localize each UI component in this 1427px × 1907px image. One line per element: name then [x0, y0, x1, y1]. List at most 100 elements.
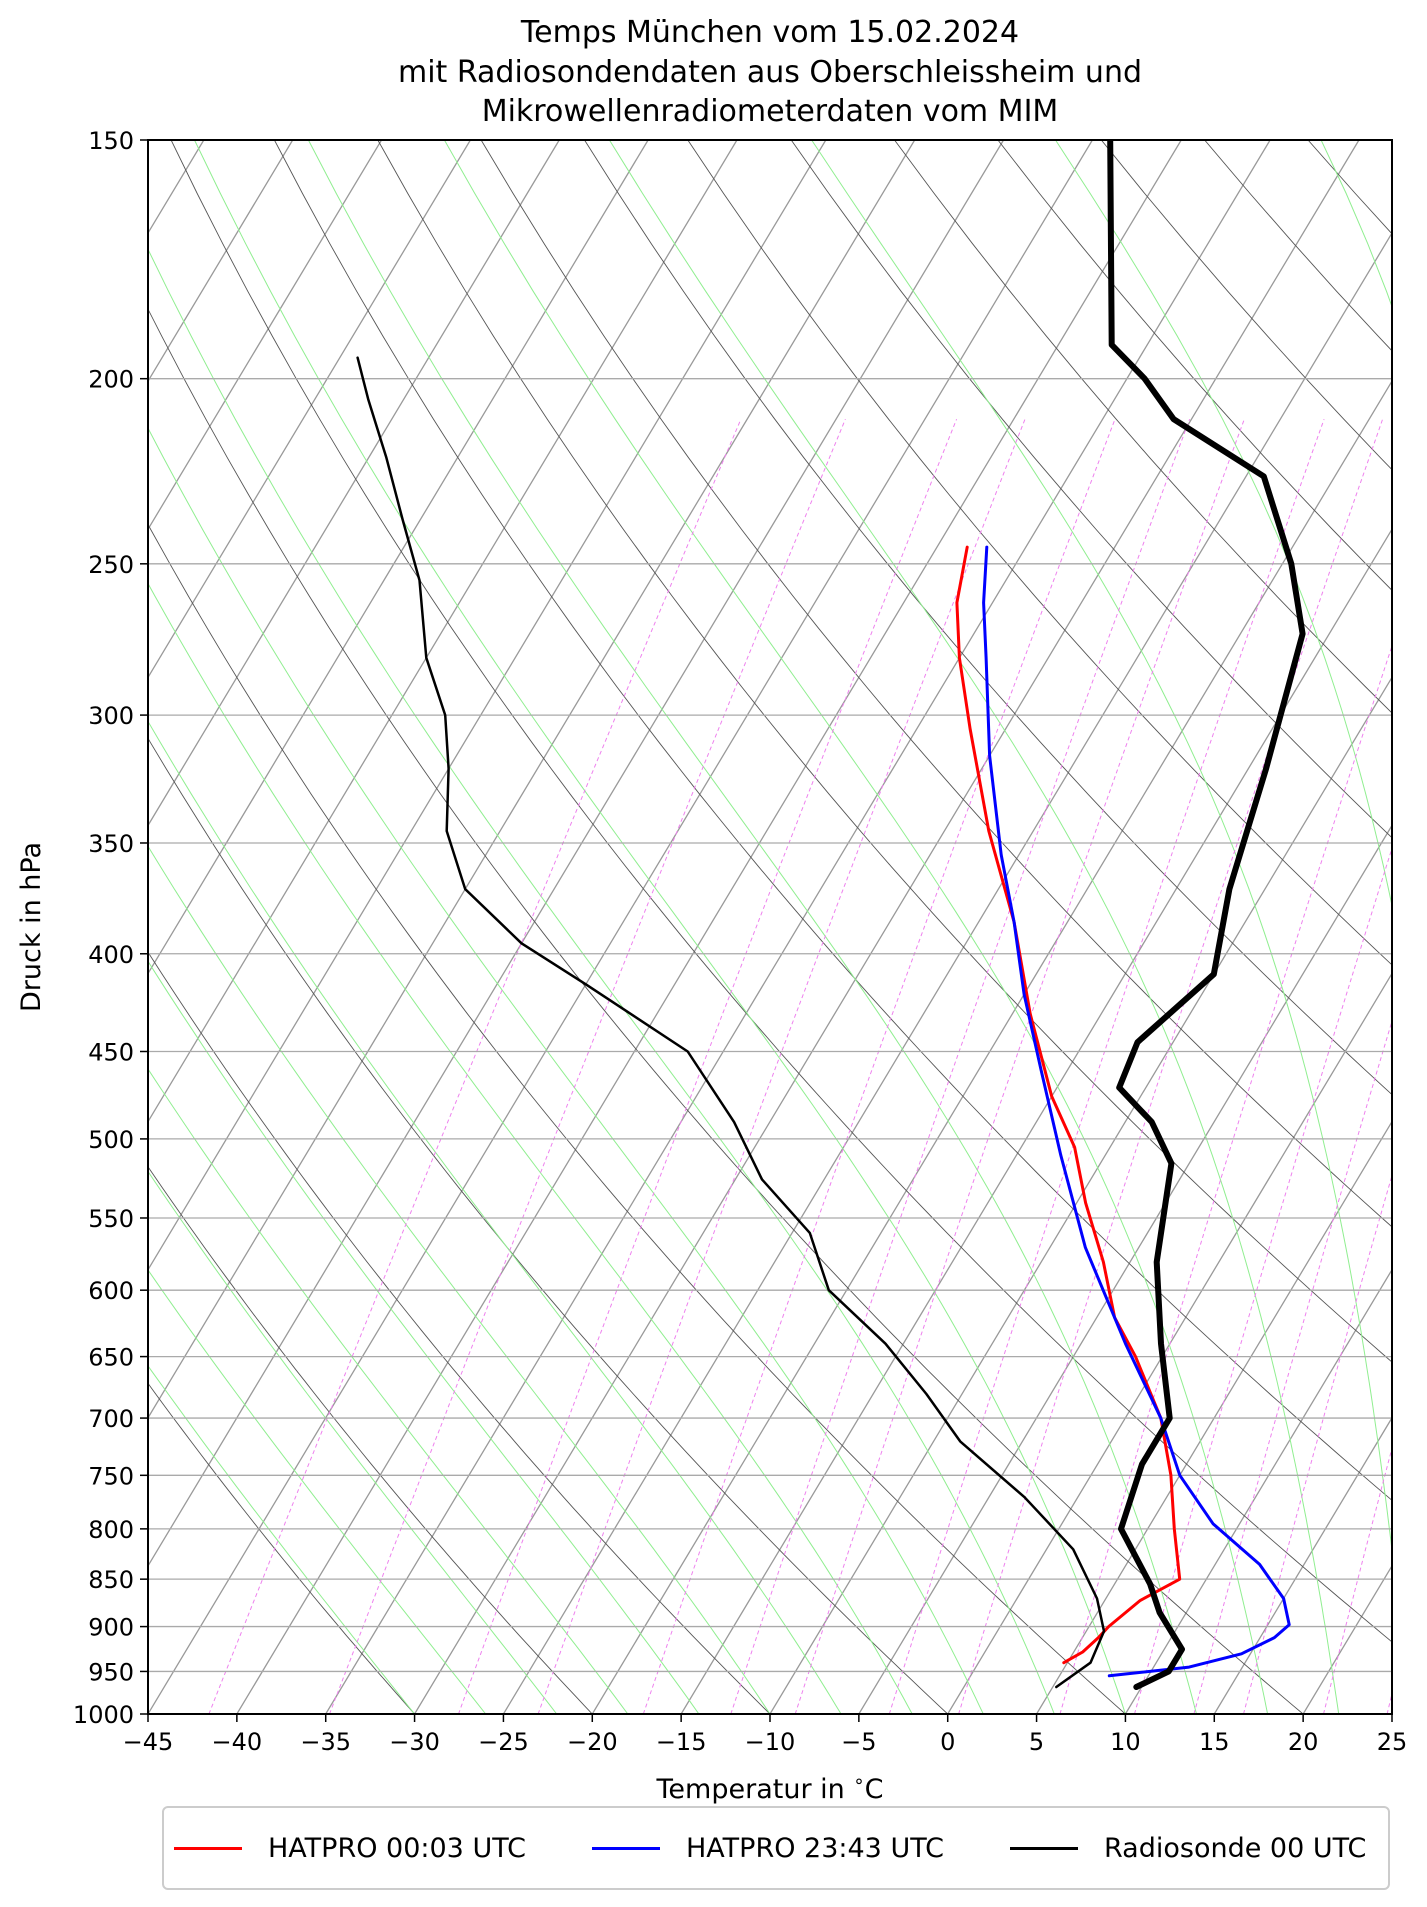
x-tick-label: −25	[478, 1728, 529, 1756]
isotherm-line	[148, 140, 738, 1123]
dry-adiabat-line	[584, 140, 1392, 1096]
dry-adiabat-line	[377, 140, 1392, 1363]
series-line-radiosonde-dewpoint	[356, 356, 1106, 1689]
series-line-hatpro-2343	[982, 545, 1291, 1678]
y-tick-label: 300	[88, 702, 134, 730]
dry-adiabat-line	[480, 140, 1392, 1228]
isotherm-line	[148, 140, 1005, 1568]
x-tick-label: −10	[745, 1728, 796, 1756]
legend-item-radiosonde: Radiosonde 00 UTC	[1010, 1808, 1366, 1888]
y-tick-label: 1000	[73, 1701, 134, 1729]
isotherm-line	[1036, 1120, 1392, 1714]
y-tick-label: 350	[88, 830, 134, 858]
isotherm-line	[858, 824, 1392, 1714]
isotherm-line	[148, 140, 827, 1271]
y-tick-label: 650	[88, 1344, 134, 1372]
moist-adiabat-line	[443, 140, 1269, 1714]
mixing-ratio-line	[1323, 1446, 1392, 1714]
moist-adiabat-line	[307, 140, 1197, 1714]
dry-adiabat-line	[1411, 140, 1427, 1714]
mixing-ratio-line	[537, 419, 1026, 1714]
moist-adiabat-line	[148, 1269, 487, 1714]
x-tick-label: 0	[940, 1728, 955, 1756]
y-tick-label: 850	[88, 1566, 134, 1594]
dry-adiabat-line	[148, 523, 1126, 1714]
y-tick-label: 200	[88, 366, 134, 394]
x-tick-label: −15	[656, 1728, 707, 1756]
mixing-ratio-line	[642, 419, 1116, 1714]
y-tick-label: 550	[88, 1205, 134, 1233]
dry-adiabat-line	[894, 140, 1392, 714]
dry-adiabat-line	[148, 951, 771, 1714]
moist-adiabat-line	[148, 1365, 415, 1714]
legend-swatch-black	[1010, 1846, 1078, 1850]
y-tick-label: 900	[88, 1614, 134, 1642]
dry-adiabat-line	[148, 308, 1304, 1714]
isotherm-line	[148, 140, 383, 531]
moist-adiabat-line	[148, 1170, 558, 1714]
y-tick-label: 750	[88, 1462, 134, 1490]
isotherm-line	[502, 231, 1392, 1714]
dry-adiabat-line	[1100, 140, 1392, 471]
dry-adiabat-line	[148, 737, 949, 1714]
y-tick-label: 700	[88, 1405, 134, 1433]
mixing-ratio-line	[329, 419, 846, 1714]
isotherm-line	[591, 379, 1392, 1714]
x-tick-label: 5	[1029, 1728, 1044, 1756]
moist-adiabat-line	[148, 248, 1055, 1714]
x-tick-label: −5	[841, 1728, 876, 1756]
dry-adiabat-line	[790, 140, 1392, 839]
legend-swatch-red	[174, 1846, 242, 1850]
dry-adiabat-line	[274, 140, 1392, 1501]
mixing-ratio-line	[888, 419, 1325, 1714]
mixing-ratio-line	[1243, 1173, 1392, 1714]
isotherm-line	[1213, 1416, 1392, 1714]
y-tick-label: 950	[88, 1658, 134, 1686]
x-tick-label: −40	[212, 1728, 263, 1756]
x-tick-label: −20	[567, 1728, 618, 1756]
x-tick-label: −45	[123, 1728, 174, 1756]
mixing-ratio-line	[1059, 644, 1392, 1714]
isotherm-line	[680, 527, 1392, 1714]
chart-title-line-2: mit Radiosondendaten aus Oberschleisshei…	[398, 55, 1142, 90]
isotherm-line	[414, 140, 1360, 1714]
mixing-ratio-line	[458, 419, 958, 1714]
dry-adiabat-line	[148, 1382, 415, 1714]
moist-adiabat-line	[1320, 140, 1392, 309]
isotherm-line	[148, 140, 471, 679]
isotherm-line	[148, 140, 916, 1420]
y-tick-label: 250	[88, 551, 134, 579]
x-tick-label: −35	[300, 1728, 351, 1756]
isotherm-line	[947, 972, 1392, 1714]
moist-adiabat-line	[148, 845, 771, 1714]
isotherm-line	[1391, 1712, 1392, 1714]
moist-adiabat-line	[148, 582, 913, 1714]
x-tick-label: 20	[1288, 1728, 1319, 1756]
moist-adiabat-line	[148, 960, 700, 1714]
mixing-ratio-line	[1134, 846, 1392, 1714]
y-tick-label: 400	[88, 941, 134, 969]
isotherm-line	[325, 140, 1271, 1714]
moist-adiabat-line	[148, 720, 842, 1714]
mixing-ratio-line	[208, 419, 742, 1714]
dry-adiabat-line	[1204, 140, 1392, 352]
chart-title-line-3: Mikrowellenradiometerdaten vom MIM	[482, 94, 1059, 129]
dry-adiabat-line	[687, 140, 1392, 966]
plot-frame	[147, 139, 1393, 1715]
series-line-hatpro-0003	[955, 545, 1182, 1665]
moist-adiabat-line	[194, 140, 1126, 1714]
legend-item-hatpro-2343: HATPRO 23:43 UTC	[592, 1808, 944, 1888]
x-tick-label: 15	[1199, 1728, 1230, 1756]
y-tick-label: 500	[88, 1126, 134, 1154]
legend-swatch-blue	[592, 1846, 660, 1850]
isotherm-line	[148, 140, 649, 975]
dry-adiabat-line	[997, 140, 1392, 591]
dry-adiabat-line	[170, 140, 1392, 1643]
dry-adiabat-line	[148, 1165, 593, 1714]
moist-adiabat-line	[1055, 140, 1392, 908]
chart-title-line-1: Temps München vom 15.02.2024	[520, 15, 1019, 50]
x-axis-label: Temperatur in ∘C	[656, 1771, 884, 1805]
x-tick-label: 25	[1377, 1728, 1408, 1756]
isotherm-line	[1124, 1268, 1392, 1714]
